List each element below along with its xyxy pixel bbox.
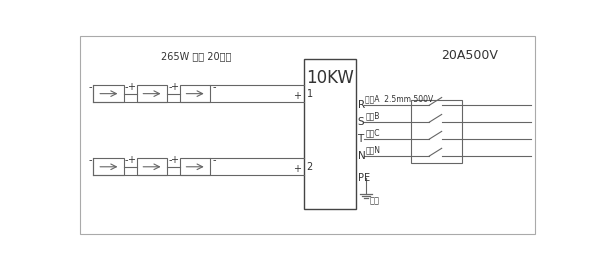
Text: 10KW: 10KW [306, 69, 354, 87]
Bar [137, 158, 167, 175]
Text: 相线C: 相线C [365, 128, 380, 138]
Text: +: + [127, 155, 135, 165]
Bar [179, 85, 211, 102]
Text: N: N [358, 151, 365, 161]
Text: -: - [125, 82, 128, 92]
Text: +: + [127, 82, 135, 92]
Text: -: - [212, 155, 215, 165]
Bar [304, 59, 356, 209]
Bar [137, 85, 167, 102]
Bar [94, 85, 124, 102]
Text: PE: PE [358, 173, 370, 183]
Text: -: - [212, 82, 215, 92]
Text: +: + [293, 164, 301, 174]
Bar [412, 100, 461, 163]
Text: 1: 1 [307, 89, 313, 99]
Text: 相线B: 相线B [365, 112, 380, 121]
Text: R: R [358, 100, 365, 110]
Text: 2: 2 [307, 162, 313, 172]
Bar [94, 158, 124, 175]
Text: -: - [88, 155, 92, 165]
Text: -: - [88, 82, 92, 92]
Text: S: S [358, 117, 364, 127]
Text: +: + [170, 155, 178, 165]
Text: +: + [170, 82, 178, 92]
Text: -: - [168, 155, 172, 165]
Text: 相线A  2.5mm 500V: 相线A 2.5mm 500V [365, 95, 433, 104]
Text: -: - [125, 155, 128, 165]
Text: +: + [293, 91, 301, 101]
Bar [179, 158, 211, 175]
Text: T: T [358, 134, 364, 144]
Text: 20A500V: 20A500V [441, 49, 497, 62]
Text: 地线: 地线 [369, 196, 379, 205]
Text: -: - [168, 82, 172, 92]
Text: 零线N: 零线N [365, 146, 380, 155]
Text: 265W 组件 20串联: 265W 组件 20串联 [161, 51, 231, 61]
